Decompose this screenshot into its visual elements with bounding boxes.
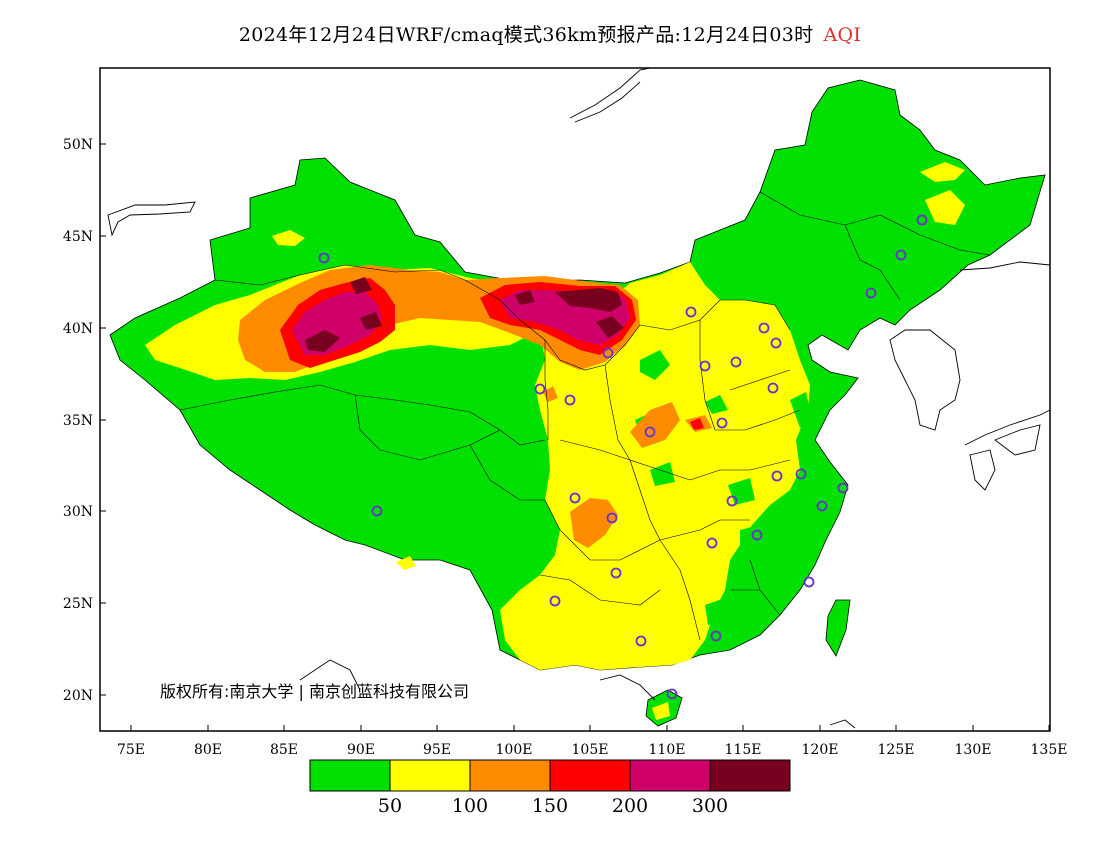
station-marker [751,529,763,541]
lon-tick-label: 80E [194,742,222,758]
region-good-patch-7 [650,462,675,486]
region-hazardous-xj [305,330,340,352]
title-main: 2024年12月24日WRF/cmaq模式36km预报产品:12月24日03时 [238,24,814,46]
station-marker [770,337,782,349]
lat-tick-label: 25N [63,596,93,612]
lat-tick-label: 20N [63,688,93,704]
station-marker [685,306,697,318]
region-moderate-patch-ne [920,162,965,182]
region-hazardous-nm2 [596,316,624,338]
station-marker [758,322,770,334]
region-hazardous-nm3 [515,290,535,305]
station-marker [706,537,718,549]
lon-tick-label: 90E [347,742,375,758]
station-marker [569,492,581,504]
lat-tick-labels: 50N 45N 40N 35N 30N 25N 20N [63,137,93,704]
lat-tick-label: 50N [63,137,93,153]
region-moderate-patch-ne2 [925,190,965,225]
legend-swatch-moderate [389,759,471,792]
station-marker [610,567,622,579]
station-marker [635,635,647,647]
legend-swatch-sensitive [469,759,551,792]
station-marker [564,394,576,406]
lon-tick-labels: 75E 80E 85E 90E 95E 100E 105E 110E 115E … [117,742,1068,758]
station-marker [644,426,656,438]
station-marker [767,382,779,394]
copyright-text: 版权所有:南京大学 | 南京创蓝科技有限公司 [160,682,469,701]
station-marker [916,214,928,226]
station-marker [816,500,828,512]
legend-label: 50 [378,795,402,817]
legend-label: 150 [532,795,568,817]
station-marker [837,482,849,494]
region-hazardous-xj2 [350,277,372,294]
region-good-patch-6 [705,598,728,625]
legend-swatch-good [309,759,391,792]
station-marker [666,688,678,700]
region-taiwan [825,599,851,657]
region-hainan-moderate [652,702,670,720]
station-marker [803,576,815,588]
lon-tick-label: 105E [572,742,609,758]
map-title: 2024年12月24日WRF/cmaq模式36km预报产品:12月24日03时 A… [0,20,1100,47]
station-marker [602,347,614,359]
lat-axis [100,143,106,696]
station-marker [716,417,728,429]
station-marker [606,512,618,524]
lon-tick-label: 125E [878,742,915,758]
station-marker [371,505,383,517]
lat-tick-label: 40N [63,321,93,337]
title-indicator: AQI [823,24,862,46]
station-marker [865,287,877,299]
region-moderate-patch-xj [272,230,305,246]
region-hazardous-xj3 [360,312,382,330]
region-hazardous-nm [555,288,622,312]
region-sensitive-central [630,402,680,448]
province-boundaries [179,191,991,641]
station-marker [699,360,711,372]
legend-swatch-hazardous [709,759,791,792]
aqi-legend: 50 100 150 200 300 [309,759,791,817]
region-good-patch-5 [740,522,785,565]
station-markers [318,214,928,700]
lon-tick-label: 75E [117,742,145,758]
station-marker [549,595,561,607]
region-good-patch-2 [705,395,728,414]
station-marker [730,356,742,368]
lon-tick-label: 110E [649,742,686,758]
legend-label: 100 [452,795,488,817]
station-marker [771,470,783,482]
lon-tick-label: 115E [725,742,762,758]
region-sensitive-sichuan [570,498,618,548]
lon-axis [130,725,1050,731]
station-marker [710,630,722,642]
lon-tick-label: 95E [423,742,451,758]
station-marker [795,468,807,480]
station-marker [895,249,907,261]
legend-swatch-unhealthy [549,759,631,792]
lon-tick-label: 100E [496,742,533,758]
region-unhealthy-small [690,418,704,430]
lon-tick-label: 120E [802,742,839,758]
lon-tick-label: 130E [955,742,992,758]
legend-swatch-very-unhealthy [629,759,711,792]
lon-tick-label: 135E [1031,742,1068,758]
station-marker [534,383,546,395]
station-marker [318,252,330,264]
legend-label: 300 [692,795,728,817]
neighbour-coastlines [107,67,1051,729]
lat-tick-label: 30N [63,504,93,520]
region-good-patch-1 [640,350,670,380]
lat-tick-label: 45N [63,229,93,245]
lon-tick-label: 85E [270,742,298,758]
region-moderate-patch-tib [396,556,416,570]
station-marker [726,495,738,507]
lat-tick-label: 35N [63,413,93,429]
region-good-patch-3 [790,392,812,428]
legend-label: 200 [612,795,648,817]
map-frame [99,67,1051,732]
